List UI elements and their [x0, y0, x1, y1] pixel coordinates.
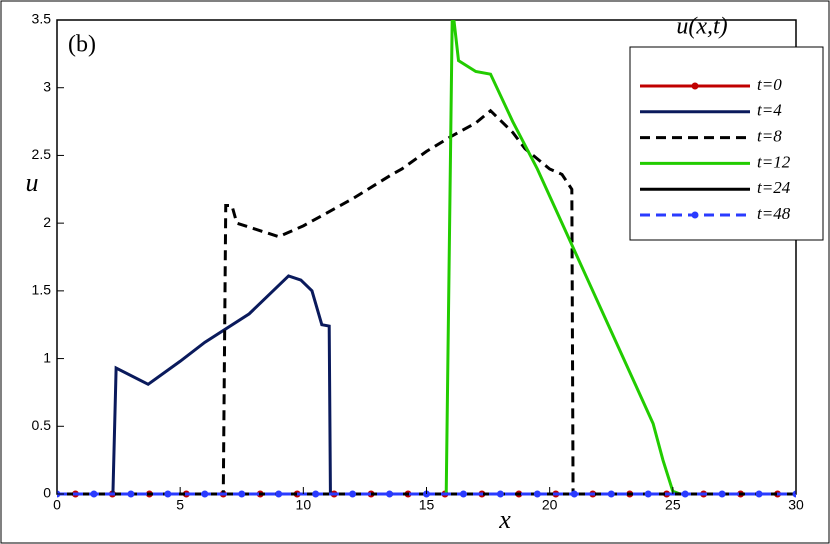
x-tick-label: 5 [176, 497, 184, 513]
series-marker [570, 490, 578, 498]
x-tick-label: 30 [788, 497, 804, 513]
series-marker [459, 490, 467, 498]
series-marker [792, 490, 796, 498]
legend-box [629, 46, 824, 241]
series-marker [533, 490, 541, 498]
series-marker [127, 490, 135, 498]
series-marker [386, 490, 394, 498]
x-axis-label: x [498, 505, 511, 534]
series-marker [164, 490, 172, 498]
series-line [57, 108, 796, 496]
y-tick-label: 3.5 [32, 11, 52, 27]
y-tick-label: 2 [43, 214, 51, 230]
series-marker [644, 490, 652, 498]
annotation: (b) [68, 32, 96, 58]
legend-label: t=0 [757, 75, 782, 94]
series-marker [681, 490, 689, 498]
x-tick-label: 20 [542, 497, 558, 513]
series-marker [755, 490, 763, 498]
y-axis-label: u [26, 168, 39, 197]
series-marker [238, 490, 246, 498]
y-tick-label: 1 [43, 349, 51, 365]
series-marker [312, 490, 320, 498]
x-tick-label: 25 [665, 497, 681, 513]
series-marker [349, 490, 357, 498]
legend-label: t=8 [757, 127, 782, 146]
legend-marker [691, 211, 699, 219]
x-tick-label: 15 [419, 497, 435, 513]
series-marker [607, 490, 615, 498]
y-tick-label: 0 [43, 485, 51, 501]
legend-label: t=24 [757, 178, 791, 197]
y-tick-label: 0.5 [32, 417, 52, 433]
legend-label: t=48 [757, 204, 791, 223]
series-marker [496, 490, 504, 498]
x-tick-label: 0 [53, 497, 61, 513]
series-marker [275, 490, 283, 498]
x-tick-label: 10 [296, 497, 312, 513]
series-marker [201, 490, 209, 498]
legend-label: t=12 [757, 152, 791, 171]
y-tick-label: 2.5 [32, 146, 52, 162]
legend-title: u(x,t) [676, 14, 727, 40]
series-marker [718, 490, 726, 498]
series-line [57, 274, 796, 496]
series-marker [90, 490, 98, 498]
y-tick-label: 3 [43, 78, 51, 94]
series-line [57, 20, 796, 496]
legend-label: t=4 [757, 101, 782, 120]
y-tick-label: 1.5 [32, 282, 52, 298]
legend-marker [691, 82, 699, 90]
